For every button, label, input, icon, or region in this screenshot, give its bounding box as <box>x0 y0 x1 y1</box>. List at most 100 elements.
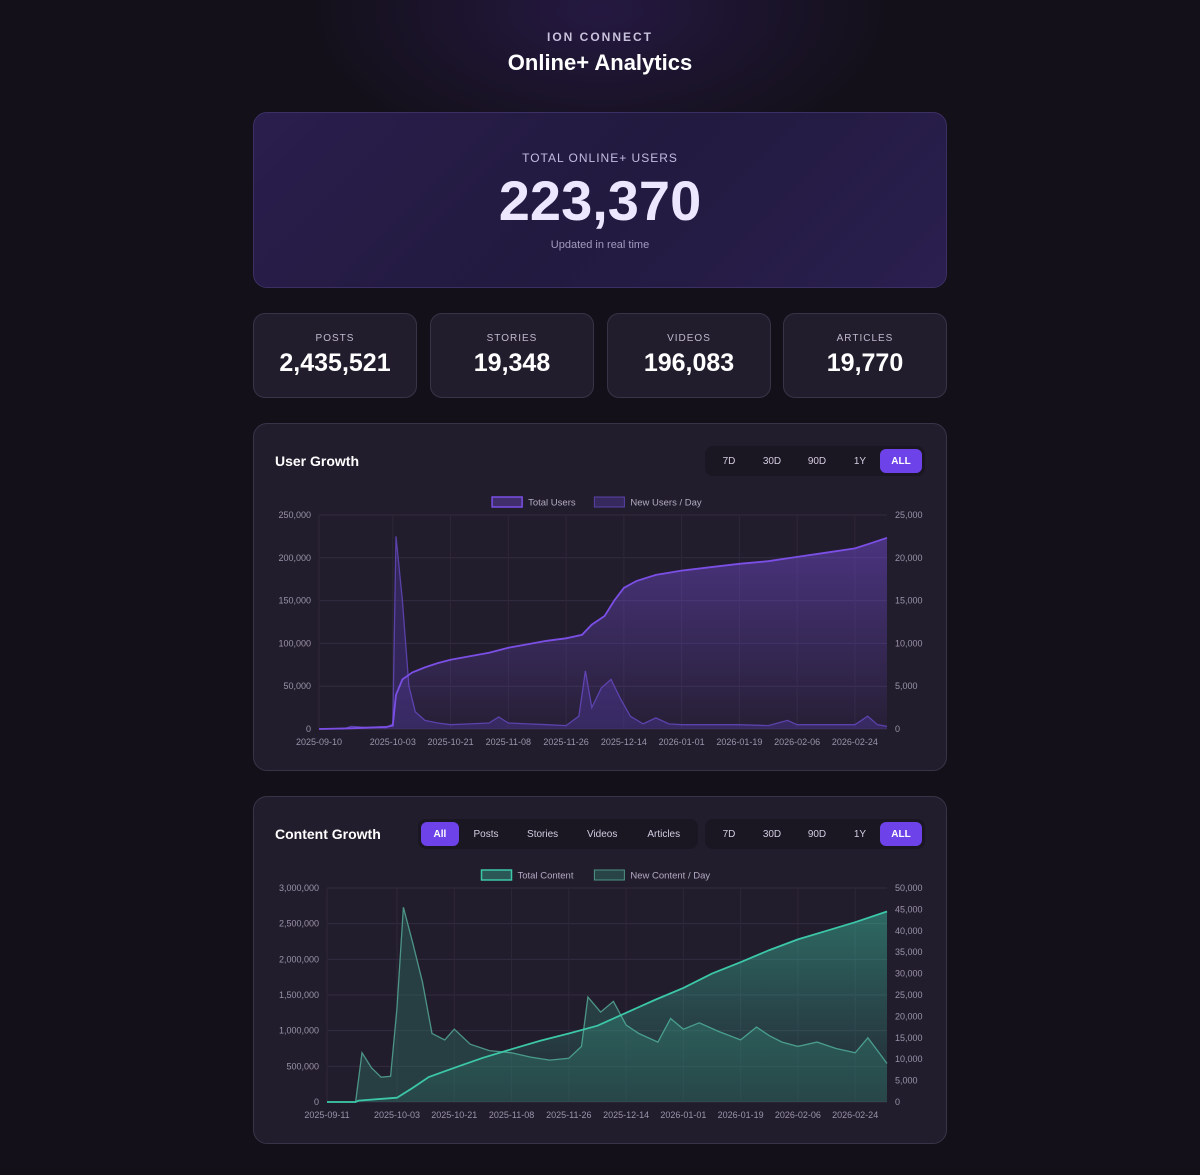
legend-label-total: Total Users <box>528 498 576 509</box>
content-growth-chart: 0 500,000 1,000,000 1,500,000 2,000,000 2,500… <box>279 869 923 1120</box>
x-tick-label: 2026-02-06 <box>775 1110 821 1120</box>
stat-card-posts: POSTS 2,435,521 <box>253 313 417 398</box>
range-all-button[interactable]: ALL <box>880 822 922 846</box>
stat-card-articles: ARTICLES 19,770 <box>783 313 947 398</box>
filter-posts-button[interactable]: Posts <box>473 828 499 840</box>
user-growth-panel: User Growth 7D 30D 90D 1Y ALL 0 50,000 100… <box>253 423 947 771</box>
x-tick-label: 2026-01-19 <box>716 737 762 747</box>
user-growth-title: User Growth <box>275 453 360 469</box>
content-growth-title: Content Growth <box>275 826 381 842</box>
x-tick-label: 2025-09-11 <box>304 1110 349 1120</box>
y-left-tick-label: 200,000 <box>278 553 311 563</box>
y-left-tick-label: 0 <box>306 724 311 734</box>
y-left-tick-label: 3,000,000 <box>279 883 319 893</box>
x-tick-label: 2025-11-26 <box>543 737 588 747</box>
content-growth-range-selector: 7D 30D 90D 1Y ALL <box>705 819 925 849</box>
y-right-tick-label: 25,000 <box>895 510 923 520</box>
y-left-tick-label: 50,000 <box>283 681 311 691</box>
range-1y-button[interactable]: 1Y <box>853 455 867 467</box>
range-all-button[interactable]: ALL <box>880 449 922 473</box>
total-content-line <box>327 910 888 1103</box>
y-left-tick-label: 150,000 <box>278 596 311 606</box>
range-7d-button[interactable]: 7D <box>722 828 736 840</box>
total-users-card: TOTAL ONLINE+ USERS 223,370 Updated in r… <box>253 112 947 288</box>
stat-card-videos: VIDEOS 196,083 <box>607 313 771 398</box>
x-tick-label: 2025-12-14 <box>601 737 647 747</box>
x-tick-label: 2025-10-21 <box>431 1110 477 1120</box>
stat-label: ARTICLES <box>836 333 894 344</box>
total-users-line <box>318 536 888 730</box>
x-tick-label: 2025-11-08 <box>489 1110 534 1120</box>
total-users-subtitle: Updated in real time <box>550 239 650 251</box>
total-users-value: 223,370 <box>498 169 702 232</box>
x-tick-label: 2025-10-03 <box>374 1110 420 1120</box>
y-right-tick-label: 15,000 <box>895 1033 923 1043</box>
y-right-tick-label: 15,000 <box>895 596 923 606</box>
legend-label-daily: New Content / Day <box>630 871 710 882</box>
legend-label-total: Total Content <box>518 871 574 882</box>
filter-articles-button[interactable]: Articles <box>647 828 681 840</box>
total-content-area <box>327 911 887 1102</box>
x-tick-label: 2026-01-01 <box>660 1110 706 1120</box>
y-right-tick-label: 50,000 <box>895 883 923 893</box>
y-right-tick-label: 10,000 <box>895 638 923 648</box>
y-right-tick-label: 0 <box>895 1097 900 1107</box>
x-tick-label: 2026-02-06 <box>774 737 820 747</box>
x-tick-label: 2026-02-24 <box>832 1110 878 1120</box>
x-tick-label: 2026-02-24 <box>832 737 878 747</box>
stat-value: 19,770 <box>826 349 904 377</box>
x-tick-label: 2025-10-21 <box>428 737 474 747</box>
stat-value: 2,435,521 <box>279 349 391 377</box>
page-title: Online+ Analytics <box>507 50 693 75</box>
range-90d-button[interactable]: 90D <box>807 828 827 840</box>
x-tick-label: 2025-10-03 <box>370 737 416 747</box>
y-right-tick-label: 10,000 <box>895 1054 923 1064</box>
y-left-tick-label: 1,500,000 <box>279 990 319 1000</box>
filter-videos-button[interactable]: Videos <box>586 828 618 840</box>
range-1y-button[interactable]: 1Y <box>853 828 867 840</box>
y-left-tick-label: 250,000 <box>278 510 311 520</box>
y-left-tick-label: 0 <box>314 1097 319 1107</box>
y-right-tick-label: 0 <box>895 724 900 734</box>
content-type-filter: All Posts Stories Videos Articles <box>418 819 698 849</box>
range-30d-button[interactable]: 30D <box>762 828 782 840</box>
total-users-area <box>319 537 887 729</box>
y-left-tick-label: 1,000,000 <box>279 1026 319 1036</box>
y-right-tick-label: 45,000 <box>895 904 923 914</box>
y-right-tick-label: 5,000 <box>895 1076 918 1086</box>
page-header: ION CONNECT Online+ Analytics <box>0 30 1200 76</box>
legend-swatch-total <box>491 496 523 508</box>
y-right-tick-label: 5,000 <box>895 681 918 691</box>
stat-label: VIDEOS <box>667 333 711 344</box>
total-users-label: TOTAL ONLINE+ USERS <box>522 151 678 165</box>
y-right-tick-label: 25,000 <box>895 990 923 1000</box>
y-right-tick-label: 30,000 <box>895 969 923 979</box>
x-tick-label: 2025-11-26 <box>546 1110 591 1120</box>
y-right-tick-label: 20,000 <box>895 1011 923 1021</box>
y-right-tick-label: 40,000 <box>895 926 923 936</box>
stat-value: 19,348 <box>473 349 551 377</box>
brand-name: ION CONNECT <box>547 30 653 44</box>
range-30d-button[interactable]: 30D <box>762 455 782 467</box>
range-7d-button[interactable]: 7D <box>722 455 736 467</box>
x-tick-label: 2025-11-08 <box>486 737 531 747</box>
legend-label-daily: New Users / Day <box>630 498 702 509</box>
filter-stories-button[interactable]: Stories <box>527 828 559 840</box>
content-growth-panel: Content Growth All Posts Stories Videos … <box>253 796 947 1144</box>
filter-all-button[interactable]: All <box>421 822 459 846</box>
y-left-tick-label: 500,000 <box>286 1061 319 1071</box>
y-right-tick-label: 20,000 <box>895 553 923 563</box>
stat-label: STORIES <box>486 333 538 344</box>
y-left-tick-label: 2,500,000 <box>279 919 319 929</box>
range-90d-button[interactable]: 90D <box>807 455 827 467</box>
stat-card-stories: STORIES 19,348 <box>430 313 594 398</box>
stat-label: POSTS <box>315 333 355 344</box>
x-tick-label: 2026-01-01 <box>659 737 705 747</box>
y-right-tick-label: 35,000 <box>895 947 923 957</box>
y-left-tick-label: 100,000 <box>278 638 311 648</box>
legend-swatch-total <box>480 869 513 881</box>
y-left-tick-label: 2,000,000 <box>279 954 319 964</box>
stat-value: 196,083 <box>643 349 735 377</box>
x-tick-label: 2025-09-10 <box>296 737 342 747</box>
x-tick-label: 2026-01-19 <box>718 1110 764 1120</box>
